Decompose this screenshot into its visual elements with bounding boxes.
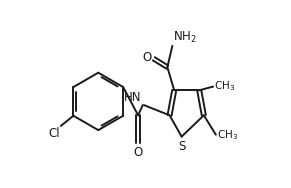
Text: CH$_3$: CH$_3$ <box>214 80 235 93</box>
Text: Cl: Cl <box>48 127 60 140</box>
Text: HN: HN <box>124 91 142 104</box>
Text: NH$_2$: NH$_2$ <box>173 30 197 45</box>
Text: S: S <box>178 140 185 153</box>
Text: O: O <box>143 51 152 64</box>
Text: CH$_3$: CH$_3$ <box>217 128 238 142</box>
Text: O: O <box>134 146 143 159</box>
